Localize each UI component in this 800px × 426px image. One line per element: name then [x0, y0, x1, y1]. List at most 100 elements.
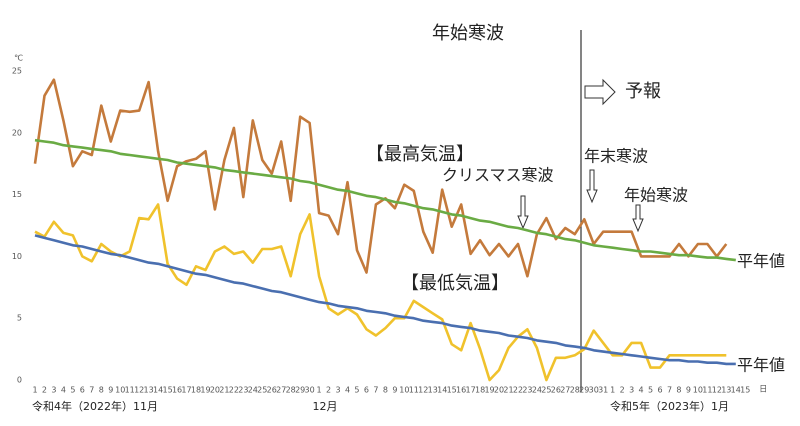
- x-tick-label: 19: [200, 386, 210, 395]
- annotation: 年始寒波: [432, 23, 504, 44]
- x-tick-label: 20: [494, 386, 504, 395]
- x-tick-label: 14: [731, 386, 741, 395]
- forecast-arrow: [584, 78, 616, 106]
- series-label: 【最高気温】: [366, 144, 474, 165]
- x-tick-label: 5: [354, 386, 359, 395]
- x-tick-label: 8: [676, 386, 681, 395]
- annotation: クリスマス寒波: [442, 166, 554, 185]
- x-tick-label: 21: [503, 386, 513, 395]
- x-tick-label: 30: [305, 386, 315, 395]
- x-tick-label: 14: [437, 386, 447, 395]
- x-tick-label: 3: [51, 386, 56, 395]
- x-tick-label: 20: [210, 386, 220, 395]
- x-tick-label: 19: [484, 386, 494, 395]
- x-tick-label: 25: [541, 386, 551, 395]
- series-label: 平年値: [737, 356, 785, 375]
- x-tick-label: 4: [61, 386, 66, 395]
- x-tick-label: 27: [560, 386, 570, 395]
- series-label: 【最低気温】: [401, 273, 509, 294]
- series-label: 平年値: [737, 252, 785, 271]
- x-tick-label: 23: [522, 386, 532, 395]
- x-tick-label: 10: [399, 386, 409, 395]
- x-tick-label: 21: [219, 386, 229, 395]
- x-tick-label: 5: [70, 386, 75, 395]
- x-tick-label: 10: [115, 386, 125, 395]
- x-tick-label: 6: [657, 386, 662, 395]
- x-tick-label: 15: [740, 386, 750, 395]
- x-tick-label: 26: [551, 386, 561, 395]
- x-tick-label: 7: [89, 386, 94, 395]
- x-tick-label: 11: [125, 386, 135, 395]
- y-tick-label: 5: [17, 314, 22, 323]
- x-tick-label: 17: [466, 386, 476, 395]
- x-tick-label: 1: [317, 386, 322, 395]
- x-tick-label: 11: [409, 386, 419, 395]
- x-tick-label: 5: [648, 386, 653, 395]
- series-line: [34, 138, 736, 262]
- y-tick-label: 25: [12, 67, 22, 76]
- series-line: [34, 234, 736, 366]
- x-tick-label: 17: [181, 386, 191, 395]
- y-unit: ℃: [14, 54, 23, 63]
- x-tick-label: 29: [295, 386, 305, 395]
- x-tick-label: 7: [373, 386, 378, 395]
- x-tick-label: 13: [144, 386, 154, 395]
- y-tick-label: 10: [12, 252, 22, 261]
- x-tick-label: 12: [134, 386, 144, 395]
- x-tick-label: 3: [629, 386, 634, 395]
- x-tick-label: 29: [579, 386, 589, 395]
- x-tick-label: 8: [383, 386, 388, 395]
- x-tick-label: 26: [267, 386, 277, 395]
- x-tick-label: 2: [326, 386, 331, 395]
- x-tick-label: 9: [392, 386, 397, 395]
- month-label: 令和5年（2023年）1月: [610, 399, 729, 413]
- series-line: [33, 78, 728, 278]
- x-tick-label: 4: [345, 386, 350, 395]
- x-tick-label: 12: [418, 386, 428, 395]
- x-tick-label: 18: [191, 386, 201, 395]
- annotation: 年末寒波: [584, 147, 648, 166]
- x-tick-label: 15: [447, 386, 457, 395]
- x-tick-label: 25: [257, 386, 267, 395]
- x-tick-label: 23: [238, 386, 248, 395]
- x-tick-label: 7: [667, 386, 672, 395]
- annotation-arrows: [517, 169, 644, 233]
- x-tick-label: 2: [42, 386, 47, 395]
- x-tick-label: 2: [620, 386, 625, 395]
- y-tick-label: 15: [12, 190, 22, 199]
- x-tick-label: 12: [712, 386, 722, 395]
- x-tick-label: 6: [364, 386, 369, 395]
- annotation: 年始寒波: [624, 186, 688, 205]
- x-tick-label: 27: [276, 386, 286, 395]
- annotation: 予報: [625, 81, 661, 102]
- x-tick-label: 14: [153, 386, 163, 395]
- x-tick-label: 8: [99, 386, 104, 395]
- x-tick-label: 9: [686, 386, 691, 395]
- x-tick-label: 24: [248, 386, 258, 395]
- x-tick-label: 1: [610, 386, 615, 395]
- x-tick-label: 13: [428, 386, 438, 395]
- x-tick-label: 16: [456, 386, 466, 395]
- y-tick-label: 20: [12, 128, 22, 137]
- x-tick-label: 11: [702, 386, 712, 395]
- x-tick-label: 15: [162, 386, 172, 395]
- x-tick-label: 9: [108, 386, 113, 395]
- x-tick-label: 24: [532, 386, 542, 395]
- x-tick-label: 28: [286, 386, 296, 395]
- x-tick-label: 22: [229, 386, 239, 395]
- x-tick-label: 3: [335, 386, 340, 395]
- y-tick-label: 0: [17, 376, 22, 385]
- x-tick-label: 1: [32, 386, 37, 395]
- x-tick-label: 22: [513, 386, 523, 395]
- x-tick-label: 6: [80, 386, 85, 395]
- x-tick-label: 18: [475, 386, 485, 395]
- x-tick-label: 16: [172, 386, 182, 395]
- x-tick-label: 30: [589, 386, 599, 395]
- x-unit: 日: [759, 385, 767, 394]
- x-tick-label: 31: [598, 386, 608, 395]
- x-tick-label: 4: [639, 386, 644, 395]
- month-label: 令和4年（2022年）11月: [32, 399, 158, 413]
- x-tick-label: 13: [721, 386, 731, 395]
- x-tick-label: 28: [570, 386, 580, 395]
